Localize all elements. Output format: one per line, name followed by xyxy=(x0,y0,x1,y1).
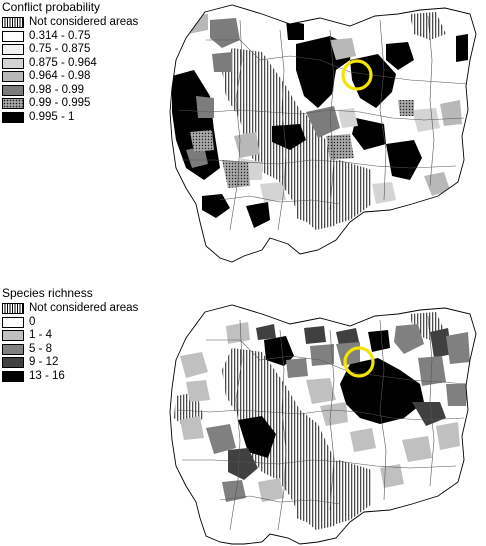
cambodia-species-map xyxy=(169,304,477,545)
legend-swatch xyxy=(2,357,24,369)
legend-swatch xyxy=(2,330,24,342)
country-outline xyxy=(169,304,477,545)
legend-label: 0.995 - 1 xyxy=(29,110,75,123)
legend-swatch xyxy=(2,44,24,56)
legend-label: 0.99 - 0.995 xyxy=(29,97,91,110)
legend-item: 0.314 - 0.75 xyxy=(2,30,138,44)
highlight-circle xyxy=(341,59,373,91)
legend-label: 0.314 - 0.75 xyxy=(29,29,91,42)
legend-title: Conflict probability xyxy=(2,0,101,14)
legend-item: 0.99 - 0.995 xyxy=(2,97,138,111)
legend-label: 9 - 12 xyxy=(29,356,59,369)
legend-label: 0.964 - 0.98 xyxy=(29,70,91,83)
legend-item: 0.98 - 0.99 xyxy=(2,84,138,98)
legend-item: Not considered areas xyxy=(2,16,138,30)
legend-swatch xyxy=(2,316,24,328)
legend-swatch xyxy=(2,370,24,382)
legend-swatch xyxy=(2,57,24,69)
legend-label: 0.98 - 0.99 xyxy=(29,83,84,96)
legend-label: Not considered areas xyxy=(29,302,139,315)
legend-swatch xyxy=(2,343,24,355)
country-outline xyxy=(169,4,477,263)
legend-item: 0 xyxy=(2,316,138,330)
cambodia-conflict-map xyxy=(169,4,477,263)
legend-swatch xyxy=(2,84,24,96)
legend-title: Species richness xyxy=(2,286,93,300)
highlight-circle xyxy=(343,346,375,378)
legend-swatch xyxy=(2,111,24,123)
species-richness-map-panel: Species richness Not considered areas 0 1 … xyxy=(0,272,486,546)
legend-item: 0.995 - 1 xyxy=(2,111,138,125)
legend-item: 0.75 - 0.875 xyxy=(2,43,138,57)
legend-label: 13 - 16 xyxy=(29,369,65,382)
legend-label: 5 - 8 xyxy=(29,342,53,355)
legend-swatch xyxy=(2,30,24,42)
legend-label: 0 xyxy=(29,315,36,328)
species-richness-legend: Species richness Not considered areas 0 1 … xyxy=(2,287,138,383)
legend-item: 0.964 - 0.98 xyxy=(2,70,138,84)
legend-item: 0.875 - 0.964 xyxy=(2,57,138,71)
legend-swatch xyxy=(2,17,24,29)
legend-item: 1 - 4 xyxy=(2,329,138,343)
legend-label: 0.875 - 0.964 xyxy=(29,56,97,69)
legend-swatch xyxy=(2,98,24,110)
legend-label: Not considered areas xyxy=(29,16,139,29)
legend-swatch xyxy=(2,71,24,83)
conflict-probability-legend: Conflict probability Not considered area… xyxy=(2,1,138,124)
legend-item: 5 - 8 xyxy=(2,343,138,357)
legend-label: 1 - 4 xyxy=(29,329,53,342)
legend-item: Not considered areas xyxy=(2,302,138,316)
legend-item: 13 - 16 xyxy=(2,370,138,384)
district-regions xyxy=(170,305,476,544)
legend-swatch xyxy=(2,303,24,315)
conflict-probability-map-panel: Conflict probability Not considered area… xyxy=(0,0,486,272)
legend-item: 9 - 12 xyxy=(2,356,138,370)
district-regions xyxy=(170,5,476,262)
legend-label: 0.75 - 0.875 xyxy=(29,43,91,56)
